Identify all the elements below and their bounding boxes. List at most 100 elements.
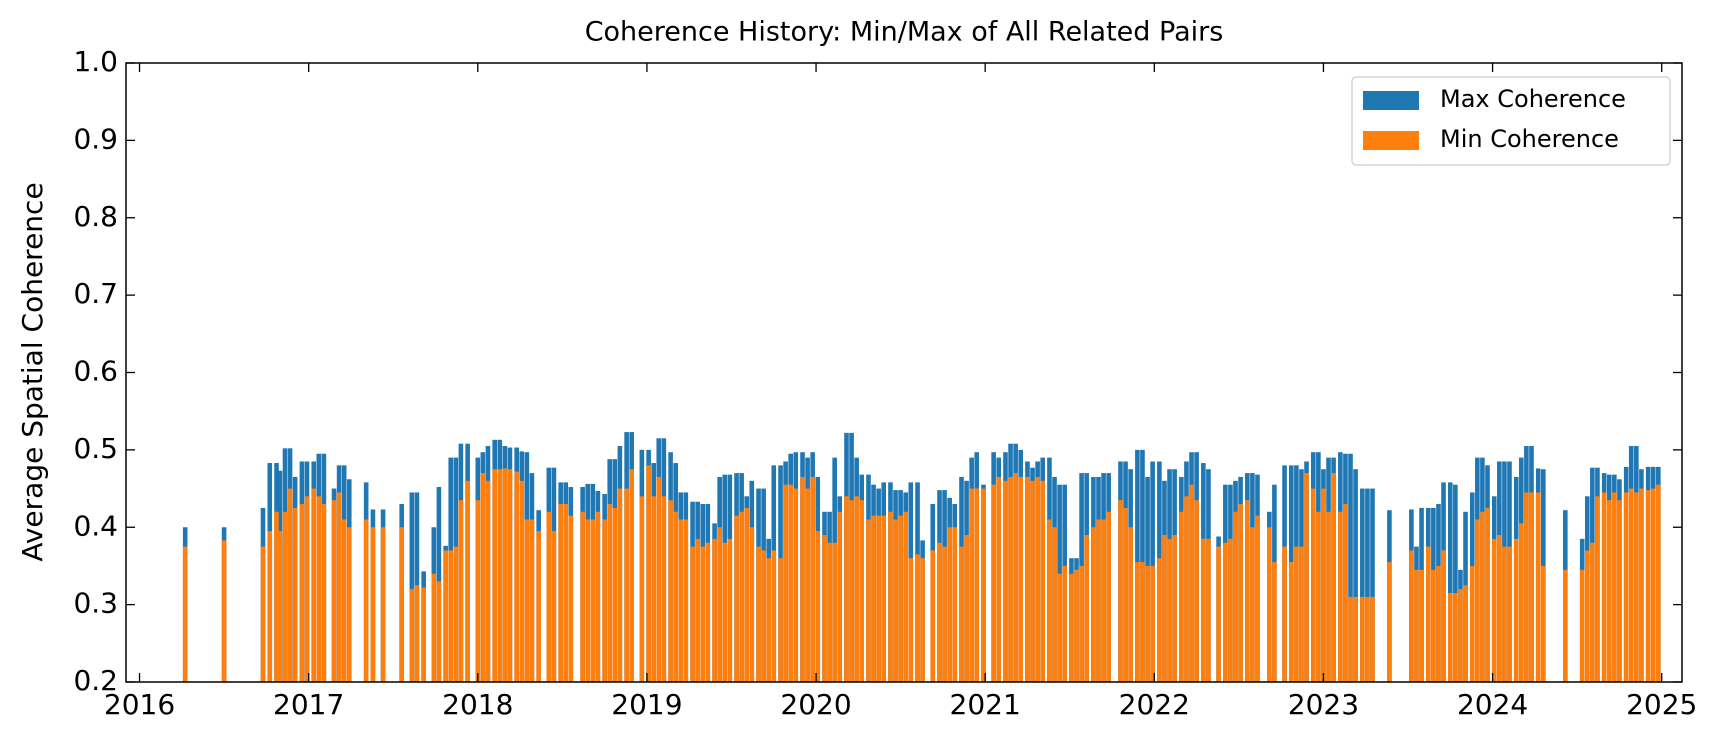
bar — [1250, 527, 1255, 682]
bar — [485, 480, 491, 682]
bar — [1052, 527, 1057, 682]
bar — [1074, 569, 1079, 682]
bar — [1353, 469, 1358, 682]
bar — [1634, 492, 1639, 682]
x-tick-label: 2020 — [780, 688, 851, 721]
bar — [1201, 538, 1206, 682]
bar — [915, 554, 920, 682]
bar — [749, 527, 755, 682]
bar — [346, 527, 352, 682]
bar — [1623, 492, 1629, 682]
bar — [465, 480, 470, 682]
bar — [1535, 492, 1541, 682]
bar — [673, 511, 678, 682]
bar — [771, 550, 777, 682]
bar — [964, 534, 969, 682]
x-tick-label: 2019 — [611, 688, 682, 721]
bar — [1606, 500, 1612, 682]
bar — [920, 558, 925, 682]
bar — [602, 519, 607, 682]
bar — [881, 515, 887, 682]
bar — [1348, 596, 1353, 682]
bar — [1628, 488, 1634, 682]
bar — [893, 519, 898, 682]
bar — [849, 500, 854, 682]
bar — [607, 504, 613, 682]
bar — [832, 542, 837, 682]
bar — [421, 587, 426, 682]
bar — [182, 546, 188, 682]
x-tick-label: 2024 — [1457, 688, 1528, 721]
bar — [1123, 507, 1128, 682]
bar — [898, 515, 903, 682]
bar — [930, 550, 936, 682]
legend-label: Min Coherence — [1440, 125, 1619, 153]
bar — [827, 542, 832, 682]
bar — [717, 527, 722, 682]
bar — [336, 492, 342, 682]
bar — [942, 546, 947, 682]
bar — [563, 504, 569, 682]
bar — [1541, 565, 1546, 682]
bar — [414, 585, 420, 682]
bar — [1370, 488, 1375, 682]
bar — [844, 496, 849, 682]
bar — [1047, 519, 1052, 682]
bar — [1502, 546, 1507, 682]
bar — [1282, 546, 1287, 682]
y-tick-label: 0.8 — [73, 200, 118, 233]
bar — [1353, 596, 1358, 682]
y-tick-label: 0.2 — [73, 664, 118, 697]
y-tick-label: 1.0 — [73, 45, 118, 78]
bar — [1040, 480, 1045, 682]
bar — [1370, 596, 1375, 682]
bar — [991, 484, 996, 682]
bar — [1507, 546, 1512, 682]
bar — [722, 542, 728, 682]
bar — [1469, 565, 1475, 682]
bar — [519, 480, 525, 682]
bar — [316, 496, 322, 682]
bar — [321, 504, 327, 682]
chart-title: Coherence History: Min/Max of All Relate… — [585, 17, 1224, 48]
bar — [1645, 490, 1651, 682]
bar — [1030, 480, 1035, 682]
bar — [788, 484, 793, 682]
y-tick-label: 0.3 — [73, 587, 118, 620]
y-tick-label: 0.9 — [73, 122, 118, 155]
bar — [1096, 519, 1101, 682]
bar — [363, 519, 369, 682]
bar — [431, 573, 437, 682]
bar — [1316, 511, 1321, 682]
bar — [1157, 558, 1162, 682]
bar — [448, 550, 454, 682]
bar — [1008, 476, 1013, 682]
bar — [1617, 500, 1622, 682]
bar — [974, 488, 980, 682]
bar — [458, 500, 464, 682]
bar — [409, 492, 415, 682]
bar — [536, 531, 541, 682]
bar — [453, 546, 459, 682]
bar — [661, 496, 667, 682]
bar — [959, 546, 964, 682]
bar — [1343, 504, 1348, 682]
bar — [304, 496, 310, 682]
bar — [1062, 565, 1067, 682]
bar — [739, 511, 744, 682]
bar — [399, 527, 404, 682]
bar — [558, 504, 563, 682]
bar — [1299, 546, 1304, 682]
x-tick-label: 2016 — [104, 688, 175, 721]
bar — [1326, 511, 1331, 682]
bar — [981, 488, 986, 682]
bar — [1431, 569, 1436, 682]
bar — [947, 527, 952, 682]
bar — [727, 538, 733, 682]
bar — [854, 496, 859, 682]
bar — [1304, 473, 1309, 682]
bar — [1497, 534, 1502, 682]
bar — [871, 515, 876, 682]
bar — [734, 515, 739, 682]
bar — [1310, 488, 1316, 682]
